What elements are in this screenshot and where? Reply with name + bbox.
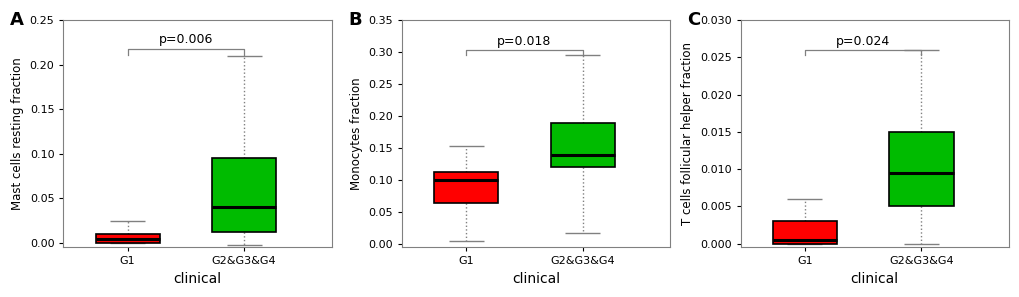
Bar: [96, 234, 160, 243]
Bar: [550, 123, 614, 167]
Text: p=0.018: p=0.018: [497, 34, 551, 48]
Bar: [772, 221, 836, 244]
Bar: [889, 132, 953, 206]
X-axis label: clinical: clinical: [850, 272, 898, 286]
Y-axis label: T cells follicular helper fraction: T cells follicular helper fraction: [681, 42, 694, 225]
Text: C: C: [687, 11, 700, 29]
X-axis label: clinical: clinical: [512, 272, 559, 286]
Y-axis label: Monocytes fraction: Monocytes fraction: [350, 78, 363, 190]
Bar: [212, 158, 276, 232]
Text: p=0.006: p=0.006: [159, 33, 213, 46]
Text: A: A: [10, 11, 23, 29]
Bar: [434, 173, 498, 203]
Text: B: B: [348, 11, 362, 29]
X-axis label: clinical: clinical: [173, 272, 221, 286]
Y-axis label: Mast cells resting fraction: Mast cells resting fraction: [11, 57, 24, 210]
Text: p=0.024: p=0.024: [836, 34, 890, 48]
